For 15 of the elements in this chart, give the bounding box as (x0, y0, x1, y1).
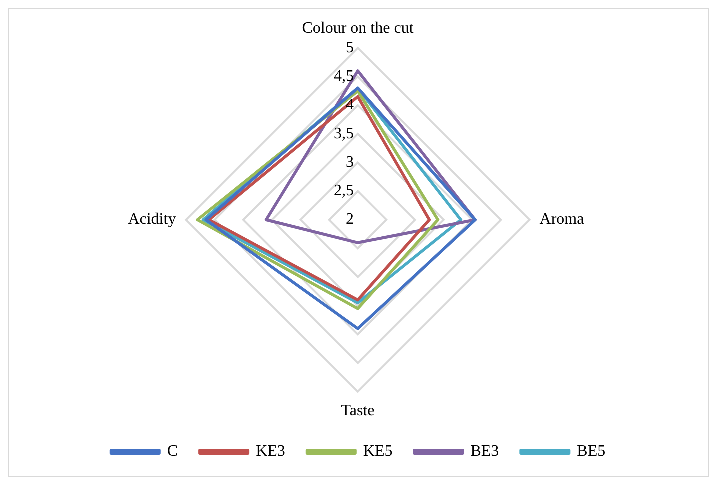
y-tick-label: 5 (346, 39, 354, 56)
y-tick-label: 2 (346, 211, 354, 228)
y-tick-label: 4,5 (334, 68, 354, 86)
y-tick-label: 3,5 (334, 125, 354, 142)
legend-label: BE5 (577, 443, 606, 460)
y-tick-label: 2,5 (334, 182, 354, 200)
spoke-label: Acidity (128, 211, 176, 228)
legend-label: KE3 (256, 443, 286, 460)
spoke-label: Colour on the cut (302, 20, 414, 37)
spoke-label: Aroma (540, 211, 584, 228)
spoke-label: Taste (341, 402, 375, 420)
legend-label: KE5 (363, 443, 393, 460)
y-tick-label: 3 (346, 154, 354, 171)
legend-label: BE3 (470, 443, 500, 460)
legend-label: C (167, 443, 178, 460)
